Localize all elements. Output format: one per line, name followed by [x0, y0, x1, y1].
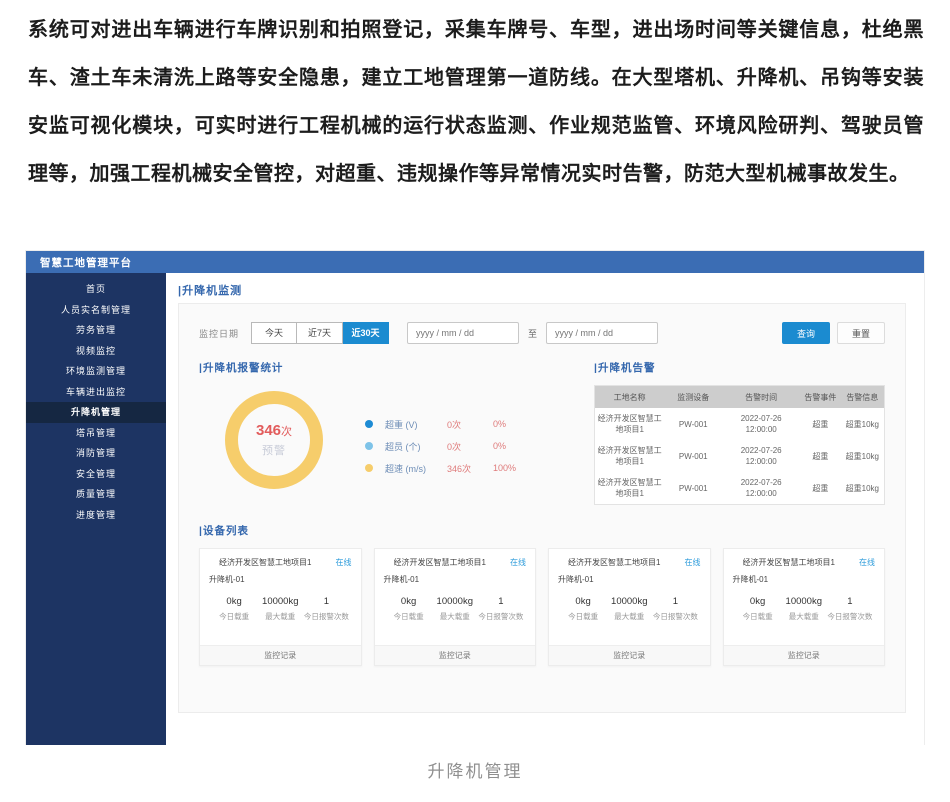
- overspeed-dot-icon: [365, 464, 373, 472]
- max-load-label: 最大载重: [614, 612, 645, 621]
- sidebar-item-tower-crane[interactable]: 塔吊管理: [75, 427, 116, 438]
- today-load-value: 0kg: [226, 596, 242, 607]
- max-load-value: 10000kg: [785, 596, 822, 607]
- range-30days-button[interactable]: 近30天: [343, 322, 390, 344]
- table-row[interactable]: 经济开发区智慧工地项目1 PW-001 2022-07-26 12:00:00 …: [597, 478, 879, 498]
- sidebar-item-fire[interactable]: 消防管理: [75, 448, 116, 458]
- today-load-value: 0kg: [749, 596, 766, 607]
- device-card: 经济开发区智慧工地项目1 在线 升降机-01 0kg 今日载重 10000kg 最大…: [722, 548, 885, 666]
- device-card: 经济开发区智慧工地项目1 在线 升降机-01 0kg 今日载重 10000kg 最大…: [199, 548, 362, 666]
- online-status-badge[interactable]: 在线: [335, 558, 352, 567]
- filter-row: 监控日期 今天 近7天 近30天 至 查询 重置: [199, 322, 885, 344]
- donut-center-value: 346次: [255, 422, 293, 439]
- today-load-value: 0kg: [575, 596, 591, 607]
- alarm-count-value: 1: [847, 596, 853, 607]
- range-today-button[interactable]: 今天: [251, 322, 298, 344]
- max-load-label: 最大载重: [788, 612, 819, 621]
- date-start-input[interactable]: [407, 322, 520, 344]
- overcrowd-dot-icon: [365, 442, 373, 450]
- online-status-badge[interactable]: 在线: [859, 558, 875, 567]
- sidebar-item-personnel[interactable]: 人员实名制管理: [60, 304, 131, 315]
- online-status-badge[interactable]: 在线: [684, 558, 701, 567]
- alarm-count-label: 今日报警次数: [652, 612, 698, 621]
- device-card: 经济开发区智慧工地项目1 在线 升降机-01 0kg 今日载重 10000kg 最大…: [373, 548, 536, 666]
- max-load-value: 10000kg: [262, 596, 299, 607]
- date-to-label: 至: [528, 328, 538, 339]
- card-project-name: 经济开发区智慧工地项目1: [568, 558, 661, 567]
- device-card: 经济开发区智慧工地项目1 在线 升降机-01 0kg 今日载重 10000kg 最大…: [548, 548, 711, 666]
- sidebar-item-video[interactable]: 视频监控: [75, 345, 116, 356]
- range-7days-button[interactable]: 近7天: [297, 322, 344, 344]
- today-load-label: 今日载重: [742, 612, 773, 621]
- alarm-donut-chart: 346次 预警: [225, 391, 323, 489]
- sidebar-item-safety[interactable]: 安全管理: [75, 468, 116, 479]
- legend-row-overweight: 超重 (V) 0次 0%: [365, 413, 516, 435]
- alerts-header-row: 工地名称 监测设备 告警时间 告警事件 告警信息: [595, 386, 884, 408]
- overweight-dot-icon: [365, 420, 373, 428]
- alarm-stats-section: |升降机报警统计 346次 预警 超重: [199, 360, 594, 505]
- figure-caption: 升降机管理: [427, 762, 523, 781]
- online-status-badge[interactable]: 在线: [510, 558, 526, 567]
- alarm-count-label: 今日报警次数: [303, 612, 349, 621]
- intro-paragraph: 系统可对进出车辆进行车牌识别和拍照登记，采集车牌号、车型，进出场时间等关键信息，…: [28, 19, 924, 185]
- sidebar-item-lift[interactable]: 升降机管理: [26, 402, 166, 423]
- alarm-count-label: 今日报警次数: [478, 612, 524, 621]
- alarm-stats-title: |升降机报警统计: [199, 362, 284, 374]
- alarm-count-value: 1: [323, 596, 330, 607]
- table-row[interactable]: 经济开发区智慧工地项目1 PW-001 2022-07-26 12:00:00 …: [597, 414, 879, 434]
- sidebar-item-home[interactable]: 首页: [85, 284, 106, 294]
- monitor-record-button[interactable]: 监控记录: [200, 645, 361, 665]
- today-load-value: 0kg: [400, 596, 417, 607]
- today-load-label: 今日载重: [219, 612, 250, 621]
- alerts-title: |升降机告警: [594, 362, 656, 374]
- monitor-panel: 监控日期 今天 近7天 近30天 至 查询 重置 |升降机报警统计: [178, 303, 906, 713]
- monitor-record-button[interactable]: 监控记录: [549, 645, 710, 665]
- sidebar: 首页 人员实名制管理 劳务管理 视频监控 环境监测管理 车辆进出监控 升降机管理…: [26, 273, 166, 745]
- max-load-label: 最大载重: [439, 612, 470, 621]
- table-row[interactable]: 经济开发区智慧工地项目1 PW-001 2022-07-26 12:00:00 …: [597, 446, 879, 466]
- max-load-value: 10000kg: [436, 596, 473, 607]
- sidebar-item-progress[interactable]: 进度管理: [75, 509, 116, 520]
- today-load-label: 今日载重: [393, 612, 424, 621]
- alarm-count-value: 1: [672, 596, 679, 607]
- platform-screenshot: 智慧工地管理平台 首页 人员实名制管理 劳务管理 视频监控 环境监测管理 车辆进…: [25, 250, 925, 745]
- card-project-name: 经济开发区智慧工地项目1: [219, 558, 312, 567]
- alerts-table: 工地名称 监测设备 告警时间 告警事件 告警信息 经济开: [594, 385, 885, 505]
- sidebar-item-vehicle[interactable]: 车辆进出监控: [65, 386, 126, 397]
- main-content: |升降机监测 监控日期 今天 近7天 近30天 至 查询 重置: [166, 273, 924, 745]
- card-device-name: 升降机-01: [558, 575, 594, 584]
- today-load-label: 今日载重: [568, 612, 599, 621]
- sidebar-item-labor[interactable]: 劳务管理: [75, 325, 116, 335]
- app-header: 智慧工地管理平台: [26, 251, 924, 273]
- donut-center-label: 预警: [262, 445, 286, 457]
- monitor-record-button[interactable]: 监控记录: [374, 645, 535, 665]
- query-button[interactable]: 查询: [782, 322, 830, 344]
- sidebar-item-environment[interactable]: 环境监测管理: [65, 366, 126, 376]
- filter-date-label: 监控日期: [199, 328, 240, 339]
- card-project-name: 经济开发区智慧工地项目1: [742, 558, 835, 567]
- alarm-legend: 超重 (V) 0次 0% 超员 (个) 0次 0%: [365, 413, 516, 479]
- alarm-count-value: 1: [498, 596, 504, 607]
- card-device-name: 升降机-01: [209, 575, 245, 584]
- legend-row-overcrowd: 超员 (个) 0次 0%: [365, 435, 516, 457]
- date-end-input[interactable]: [546, 322, 659, 344]
- monitor-record-button[interactable]: 监控记录: [723, 645, 884, 665]
- max-load-value: 10000kg: [611, 596, 648, 607]
- alerts-section: |升降机告警 工地名称 监测设备 告警时间 告警事件 告警信息: [594, 360, 885, 505]
- page-title: |升降机监测: [178, 285, 243, 297]
- card-device-name: 升降机-01: [383, 575, 420, 584]
- card-device-name: 升降机-01: [732, 575, 769, 584]
- device-list-title: |设备列表: [199, 525, 249, 537]
- max-load-label: 最大载重: [265, 612, 296, 621]
- sidebar-item-quality[interactable]: 质量管理: [75, 489, 116, 499]
- reset-button[interactable]: 重置: [837, 322, 885, 344]
- alarm-count-label: 今日报警次数: [827, 612, 873, 621]
- legend-row-overspeed: 超速 (m/s) 346次 100%: [365, 457, 516, 479]
- app-title: 智慧工地管理平台: [40, 256, 132, 269]
- device-cards: 经济开发区智慧工地项目1 在线 升降机-01 0kg 今日载重 10000kg 最大…: [199, 548, 885, 666]
- card-project-name: 经济开发区智慧工地项目1: [393, 558, 486, 567]
